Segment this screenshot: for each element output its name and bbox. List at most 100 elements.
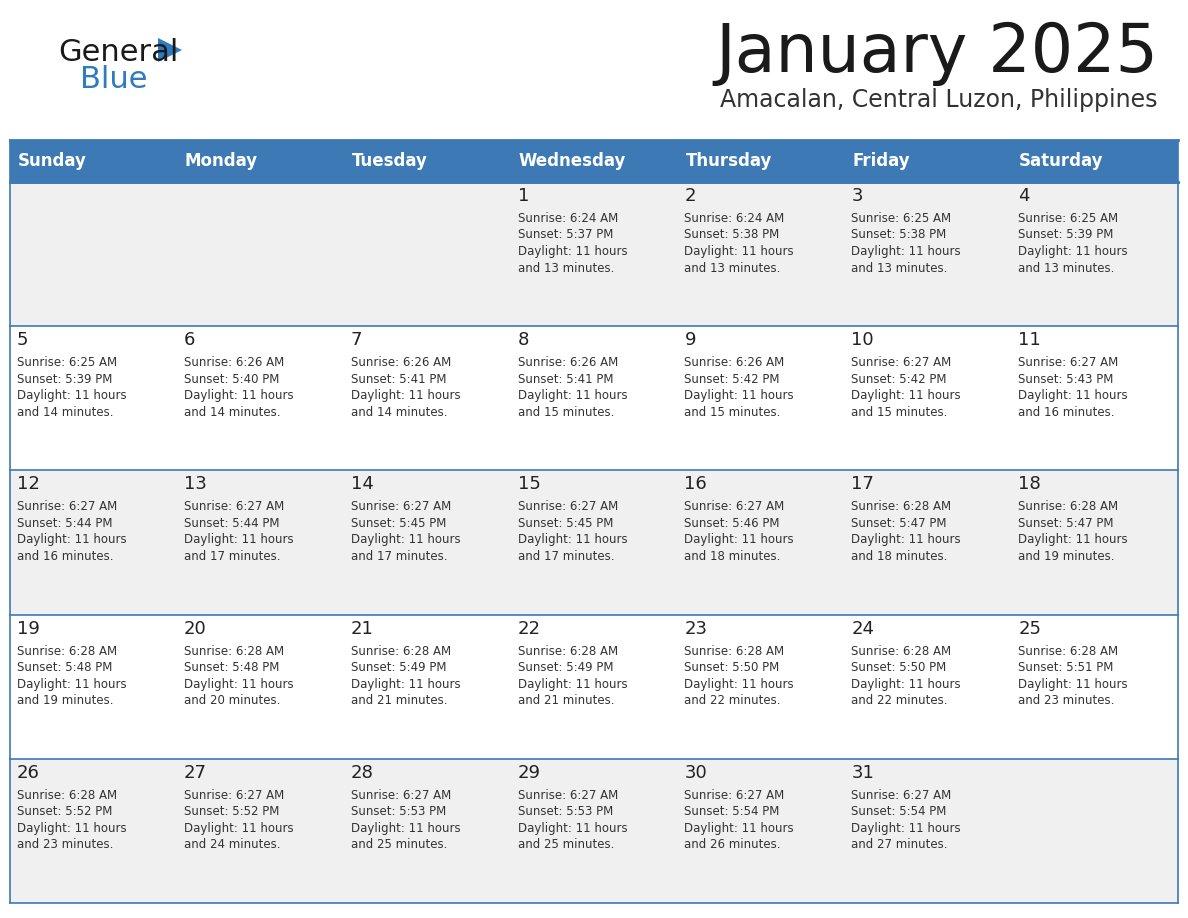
Bar: [177, 470, 343, 614]
Text: and 19 minutes.: and 19 minutes.: [1018, 550, 1114, 563]
Text: 23: 23: [684, 620, 707, 638]
Text: Friday: Friday: [852, 152, 910, 170]
Text: and 26 minutes.: and 26 minutes.: [684, 838, 781, 851]
Text: Sunrise: 6:25 AM: Sunrise: 6:25 AM: [852, 212, 952, 225]
Text: Daylight: 11 hours: Daylight: 11 hours: [852, 822, 961, 834]
Text: Sunset: 5:42 PM: Sunset: 5:42 PM: [684, 373, 781, 386]
Text: 13: 13: [184, 476, 207, 493]
Text: Sunrise: 6:28 AM: Sunrise: 6:28 AM: [1018, 500, 1118, 513]
Text: 19: 19: [17, 620, 40, 638]
Text: Sunset: 5:43 PM: Sunset: 5:43 PM: [1018, 373, 1113, 386]
Text: and 19 minutes.: and 19 minutes.: [17, 694, 114, 707]
Text: Thursday: Thursday: [685, 152, 772, 170]
Bar: [177, 140, 343, 182]
Text: Sunrise: 6:26 AM: Sunrise: 6:26 AM: [684, 356, 785, 369]
Text: and 13 minutes.: and 13 minutes.: [684, 262, 781, 274]
Bar: [845, 182, 1011, 326]
Text: and 23 minutes.: and 23 minutes.: [17, 838, 113, 851]
Text: Daylight: 11 hours: Daylight: 11 hours: [350, 533, 460, 546]
Text: Sunset: 5:39 PM: Sunset: 5:39 PM: [1018, 229, 1113, 241]
Text: Sunset: 5:50 PM: Sunset: 5:50 PM: [684, 661, 779, 674]
Text: Daylight: 11 hours: Daylight: 11 hours: [518, 389, 627, 402]
Text: Sunrise: 6:25 AM: Sunrise: 6:25 AM: [1018, 212, 1118, 225]
Bar: [10, 759, 177, 903]
Text: Daylight: 11 hours: Daylight: 11 hours: [17, 533, 127, 546]
Text: Sunset: 5:45 PM: Sunset: 5:45 PM: [350, 517, 446, 530]
Text: Daylight: 11 hours: Daylight: 11 hours: [518, 533, 627, 546]
Text: and 18 minutes.: and 18 minutes.: [852, 550, 948, 563]
Bar: [10, 326, 177, 470]
Text: Sunset: 5:45 PM: Sunset: 5:45 PM: [518, 517, 613, 530]
Bar: [677, 326, 845, 470]
Text: Blue: Blue: [80, 65, 147, 94]
Text: 3: 3: [852, 187, 862, 205]
Text: Sunset: 5:38 PM: Sunset: 5:38 PM: [852, 229, 947, 241]
Text: and 15 minutes.: and 15 minutes.: [684, 406, 781, 419]
Text: Daylight: 11 hours: Daylight: 11 hours: [1018, 677, 1127, 690]
Text: Sunrise: 6:24 AM: Sunrise: 6:24 AM: [518, 212, 618, 225]
Text: and 13 minutes.: and 13 minutes.: [518, 262, 614, 274]
Bar: [1011, 182, 1178, 326]
Text: Sunset: 5:41 PM: Sunset: 5:41 PM: [518, 373, 613, 386]
Text: 21: 21: [350, 620, 373, 638]
Text: and 15 minutes.: and 15 minutes.: [852, 406, 948, 419]
Text: and 22 minutes.: and 22 minutes.: [852, 694, 948, 707]
Text: 8: 8: [518, 331, 529, 349]
Text: 24: 24: [852, 620, 874, 638]
Bar: [511, 759, 677, 903]
Text: and 14 minutes.: and 14 minutes.: [184, 406, 280, 419]
Text: Sunrise: 6:28 AM: Sunrise: 6:28 AM: [17, 644, 118, 657]
Text: Daylight: 11 hours: Daylight: 11 hours: [852, 245, 961, 258]
Bar: [677, 182, 845, 326]
Text: Sunset: 5:47 PM: Sunset: 5:47 PM: [1018, 517, 1113, 530]
Text: Sunset: 5:52 PM: Sunset: 5:52 PM: [184, 805, 279, 818]
Bar: [343, 182, 511, 326]
Text: January 2025: January 2025: [715, 20, 1158, 86]
Text: Daylight: 11 hours: Daylight: 11 hours: [184, 822, 293, 834]
Text: 7: 7: [350, 331, 362, 349]
Text: Sunset: 5:39 PM: Sunset: 5:39 PM: [17, 373, 113, 386]
Bar: [10, 140, 177, 182]
Text: Sunset: 5:48 PM: Sunset: 5:48 PM: [184, 661, 279, 674]
Text: Sunrise: 6:26 AM: Sunrise: 6:26 AM: [518, 356, 618, 369]
Text: and 21 minutes.: and 21 minutes.: [350, 694, 447, 707]
Text: Sunrise: 6:28 AM: Sunrise: 6:28 AM: [350, 644, 450, 657]
Text: and 17 minutes.: and 17 minutes.: [184, 550, 280, 563]
Text: Sunrise: 6:27 AM: Sunrise: 6:27 AM: [518, 500, 618, 513]
Text: 20: 20: [184, 620, 207, 638]
Text: and 25 minutes.: and 25 minutes.: [350, 838, 447, 851]
Text: and 25 minutes.: and 25 minutes.: [518, 838, 614, 851]
Text: and 18 minutes.: and 18 minutes.: [684, 550, 781, 563]
Text: Sunset: 5:44 PM: Sunset: 5:44 PM: [184, 517, 279, 530]
Bar: [845, 470, 1011, 614]
Text: Sunset: 5:48 PM: Sunset: 5:48 PM: [17, 661, 113, 674]
Text: 16: 16: [684, 476, 707, 493]
Text: Sunrise: 6:27 AM: Sunrise: 6:27 AM: [852, 789, 952, 801]
Text: Sunrise: 6:24 AM: Sunrise: 6:24 AM: [684, 212, 785, 225]
Bar: [677, 614, 845, 759]
Text: Daylight: 11 hours: Daylight: 11 hours: [17, 822, 127, 834]
Text: Daylight: 11 hours: Daylight: 11 hours: [350, 389, 460, 402]
Text: Daylight: 11 hours: Daylight: 11 hours: [684, 822, 794, 834]
Text: Sunrise: 6:27 AM: Sunrise: 6:27 AM: [852, 356, 952, 369]
Text: Sunset: 5:51 PM: Sunset: 5:51 PM: [1018, 661, 1113, 674]
Text: Sunset: 5:53 PM: Sunset: 5:53 PM: [350, 805, 446, 818]
Text: Sunset: 5:50 PM: Sunset: 5:50 PM: [852, 661, 947, 674]
Bar: [10, 470, 177, 614]
Text: Sunset: 5:54 PM: Sunset: 5:54 PM: [684, 805, 779, 818]
Text: and 22 minutes.: and 22 minutes.: [684, 694, 781, 707]
Bar: [511, 614, 677, 759]
Text: and 21 minutes.: and 21 minutes.: [518, 694, 614, 707]
Text: and 16 minutes.: and 16 minutes.: [1018, 406, 1114, 419]
Text: and 13 minutes.: and 13 minutes.: [852, 262, 948, 274]
Text: Sunrise: 6:28 AM: Sunrise: 6:28 AM: [17, 789, 118, 801]
Text: Sunrise: 6:27 AM: Sunrise: 6:27 AM: [350, 789, 451, 801]
Text: Sunrise: 6:27 AM: Sunrise: 6:27 AM: [684, 500, 785, 513]
Text: Sunrise: 6:26 AM: Sunrise: 6:26 AM: [350, 356, 451, 369]
Bar: [845, 614, 1011, 759]
Text: Daylight: 11 hours: Daylight: 11 hours: [350, 822, 460, 834]
Text: 11: 11: [1018, 331, 1041, 349]
Text: Sunset: 5:53 PM: Sunset: 5:53 PM: [518, 805, 613, 818]
Text: Daylight: 11 hours: Daylight: 11 hours: [852, 533, 961, 546]
Text: Sunrise: 6:28 AM: Sunrise: 6:28 AM: [852, 644, 952, 657]
